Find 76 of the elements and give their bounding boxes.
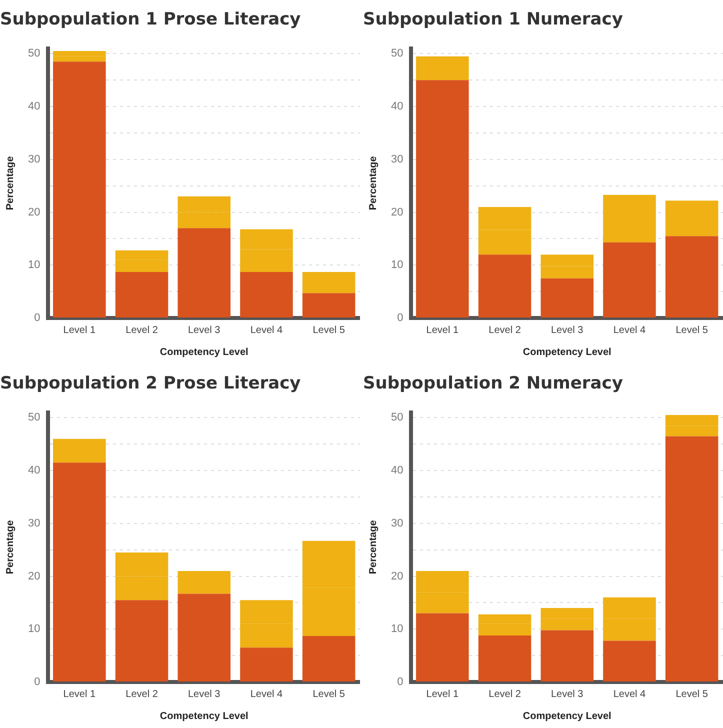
x-tick-label: Level 3 bbox=[550, 688, 584, 700]
chart-title: Subpopulation 1 Prose Literacy bbox=[0, 10, 301, 30]
x-tick-label: Level 5 bbox=[312, 688, 346, 700]
x-tick-label: Level 1 bbox=[426, 688, 459, 700]
bar bbox=[478, 254, 532, 318]
y-tick-label: 10 bbox=[28, 259, 40, 272]
y-tick-label: 10 bbox=[390, 623, 404, 636]
bar bbox=[540, 278, 594, 318]
bar bbox=[478, 635, 532, 682]
x-tick-label: Level 4 bbox=[250, 688, 284, 700]
chart-title: Subpopulation 1 Numeracy bbox=[363, 10, 623, 30]
x-tick-label: Level 2 bbox=[488, 324, 522, 336]
x-tick-label: Level 4 bbox=[613, 324, 646, 336]
y-axis-title: Percentage bbox=[368, 156, 379, 210]
bar bbox=[53, 462, 106, 682]
bar bbox=[53, 62, 106, 318]
y-tick-label: 20 bbox=[28, 206, 40, 218]
bar bbox=[240, 648, 293, 682]
y-axis-title: Percentage bbox=[4, 520, 16, 574]
bar bbox=[115, 600, 168, 682]
bar bbox=[603, 640, 656, 682]
y-tick-label: 40 bbox=[28, 100, 40, 113]
y-tick-label: 10 bbox=[390, 259, 404, 272]
y-axis-title: Percentage bbox=[4, 156, 16, 210]
bar bbox=[603, 242, 656, 318]
x-tick-label: Level 2 bbox=[126, 324, 158, 336]
y-tick-label: 50 bbox=[390, 48, 404, 60]
y-tick-label: 50 bbox=[28, 48, 40, 60]
y-tick-label: 50 bbox=[390, 412, 404, 424]
y-tick-label: 10 bbox=[28, 623, 40, 636]
y-tick-label: 20 bbox=[390, 206, 404, 218]
x-tick-label: Level 4 bbox=[613, 688, 646, 700]
x-tick-label: Level 4 bbox=[250, 324, 284, 336]
x-tick-label: Level 5 bbox=[312, 324, 346, 336]
chart-title: Subpopulation 2 Prose Literacy bbox=[0, 374, 301, 394]
x-tick-label: Level 1 bbox=[63, 688, 96, 700]
y-tick-label: 40 bbox=[390, 100, 404, 113]
x-axis-title: Competency Level bbox=[160, 710, 249, 722]
bar bbox=[665, 436, 718, 682]
bar bbox=[540, 630, 594, 682]
x-axis-title: Competency Level bbox=[160, 346, 249, 358]
y-tick-label: 50 bbox=[28, 412, 40, 424]
y-tick-label: 40 bbox=[28, 464, 40, 477]
y-tick-label: 0 bbox=[397, 676, 404, 688]
bar bbox=[416, 80, 469, 318]
bar bbox=[302, 636, 356, 682]
x-tick-label: Level 3 bbox=[550, 324, 584, 336]
y-tick-label: 20 bbox=[390, 570, 404, 582]
x-tick-label: Level 5 bbox=[676, 324, 708, 336]
bar bbox=[416, 613, 469, 682]
y-axis-title: Percentage bbox=[368, 520, 379, 574]
bar bbox=[115, 272, 168, 318]
x-tick-label: Level 1 bbox=[63, 324, 96, 336]
chart-title: Subpopulation 2 Numeracy bbox=[363, 374, 623, 394]
y-tick-label: 30 bbox=[390, 517, 404, 530]
y-tick-label: 30 bbox=[28, 517, 40, 530]
x-tick-label: Level 1 bbox=[426, 324, 459, 336]
x-tick-label: Level 2 bbox=[488, 688, 522, 700]
x-tick-label: Level 5 bbox=[676, 688, 708, 700]
bar bbox=[302, 293, 356, 318]
x-tick-label: Level 2 bbox=[126, 688, 158, 700]
y-tick-label: 40 bbox=[390, 464, 404, 477]
y-tick-label: 30 bbox=[390, 153, 404, 166]
bar bbox=[178, 228, 231, 318]
y-tick-label: 20 bbox=[28, 570, 40, 582]
y-tick-label: 30 bbox=[28, 153, 40, 166]
x-axis-title: Competency Level bbox=[522, 710, 612, 722]
bar bbox=[665, 236, 718, 318]
bar bbox=[178, 594, 231, 682]
y-tick-label: 0 bbox=[34, 676, 40, 688]
x-axis-title: Competency Level bbox=[522, 346, 612, 358]
y-tick-label: 0 bbox=[34, 312, 40, 324]
y-tick-label: 0 bbox=[397, 312, 404, 324]
bar bbox=[240, 272, 293, 318]
x-tick-label: Level 3 bbox=[188, 324, 221, 336]
x-tick-label: Level 3 bbox=[188, 688, 221, 700]
